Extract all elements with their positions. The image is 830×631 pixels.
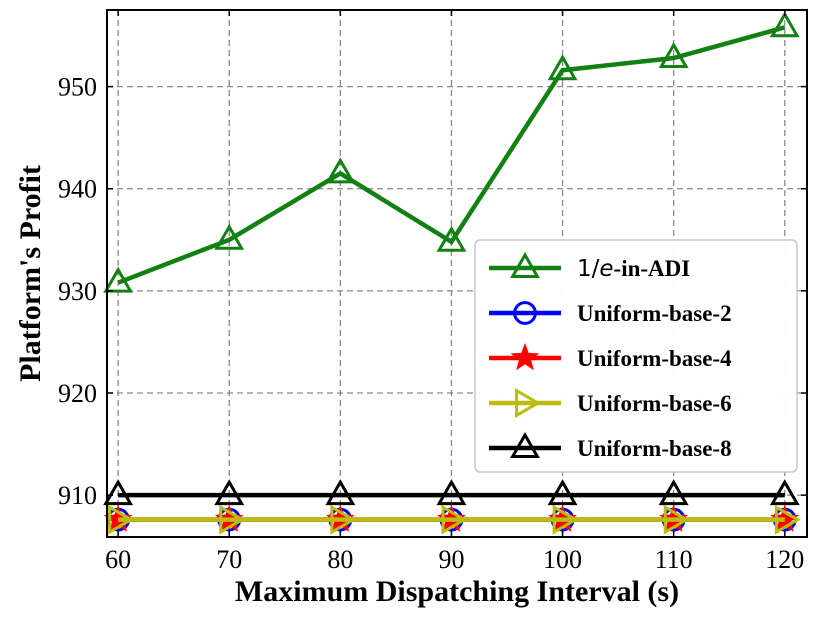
- legend-label: Uniform-base-2: [577, 301, 732, 326]
- legend-label: Uniform-base-4: [577, 346, 732, 371]
- x-axis-title: Maximum Dispatching Interval (s): [235, 575, 679, 608]
- data-point: [658, 479, 689, 506]
- data-point: [441, 504, 468, 535]
- y-tick-label: 930: [58, 277, 97, 306]
- legend-swatch-marker: [510, 431, 540, 458]
- legend-item: 1/e-in-ADI: [489, 251, 690, 282]
- legend-swatch-marker: [510, 342, 540, 371]
- data-point: [103, 266, 134, 293]
- data-point: [436, 479, 467, 506]
- data-point: [214, 223, 245, 250]
- legend-label: 1/e-in-ADI: [577, 256, 690, 282]
- data-point: [108, 504, 135, 535]
- x-tick-label: 70: [216, 545, 242, 574]
- data-point: [658, 41, 689, 68]
- legend-item: Uniform-base-4: [489, 342, 732, 371]
- y-tick-label: 910: [58, 481, 97, 510]
- legend-swatch-marker: [515, 388, 542, 418]
- series-1: [103, 11, 800, 293]
- data-point: [214, 479, 245, 506]
- data-point: [219, 504, 246, 535]
- x-tick-label: 80: [327, 545, 353, 574]
- legend-item: Uniform-base-6: [489, 388, 732, 418]
- y-tick-label: 920: [58, 379, 97, 408]
- data-point: [325, 479, 356, 506]
- plot-frame: [106, 9, 808, 538]
- data-point: [774, 504, 801, 535]
- legend-label: Uniform-base-8: [577, 436, 732, 461]
- data-point: [436, 225, 467, 252]
- series-5: [103, 479, 800, 506]
- legend-item: Uniform-base-8: [489, 431, 732, 461]
- x-tick-label: 90: [438, 545, 464, 574]
- legend: 1/e-in-ADI Uniform-base-2 Uniform-base-4 Un…: [474, 239, 798, 473]
- series-4: [108, 504, 801, 535]
- series-line: [117, 25, 786, 285]
- y-tick-label: 950: [58, 73, 97, 102]
- x-tick-label: 100: [543, 545, 582, 574]
- legend-label: Uniform-base-6: [577, 391, 732, 416]
- x-tick-label: 120: [765, 545, 804, 574]
- data-point: [663, 504, 690, 535]
- x-tick-label: 60: [105, 545, 131, 574]
- y-axis-title: Platform's Profit: [14, 165, 47, 382]
- data-point: [552, 504, 579, 535]
- data-point: [547, 54, 578, 81]
- series-layer: [103, 11, 801, 535]
- data-point: [325, 157, 356, 184]
- data-point: [103, 479, 134, 506]
- axis-ticks: 60 70 80 90 100 110 120 910 920 930 940 950: [58, 10, 807, 574]
- legend-swatch-marker: [513, 301, 537, 325]
- legend-box: [474, 239, 798, 473]
- legend-swatch-marker: [510, 251, 540, 278]
- x-tick-label: 110: [655, 545, 693, 574]
- data-point: [330, 504, 357, 535]
- data-point: [547, 479, 578, 506]
- legend-item: Uniform-base-2: [489, 301, 732, 326]
- data-point: [769, 479, 800, 506]
- data-point: [769, 11, 800, 38]
- y-tick-label: 940: [58, 175, 97, 204]
